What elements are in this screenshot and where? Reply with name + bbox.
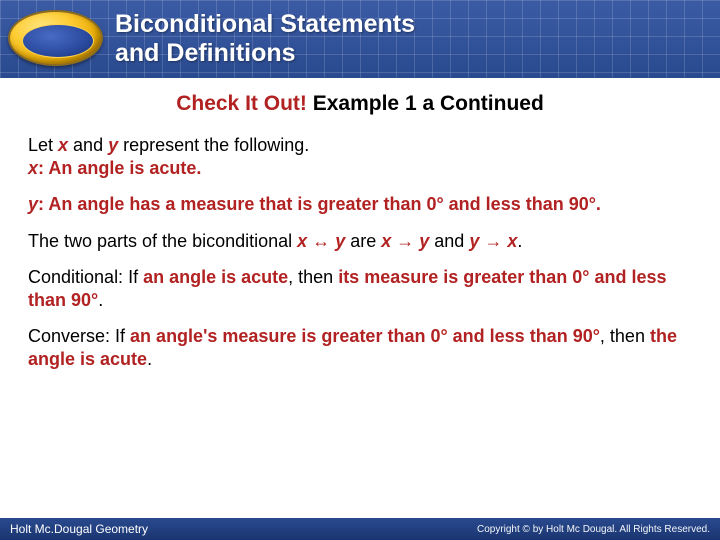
hypothesis: an angle is acute [143,267,288,287]
para-converse: Converse: If an angle's measure is great… [28,325,692,370]
implies-symbol: → [479,231,507,251]
text: Let [28,135,58,155]
hypothesis: an angle's measure is greater than 0° an… [130,326,600,346]
text: Converse: If [28,326,130,346]
text: represent the following. [118,135,309,155]
subheader-black: Example 1 a Continued [307,92,544,115]
var-x: x [58,135,68,155]
title-line-2: and Definitions [115,39,296,67]
para-let-xy: Let x and y represent the following. x: … [28,134,692,179]
text: . [147,349,152,369]
text: . [98,290,103,310]
example-subheader: Check It Out! Example 1 a Continued [0,92,720,116]
var-y: y [108,135,118,155]
title-line-1: Biconditional Statements [115,10,415,38]
text: , then [600,326,650,346]
x-definition: : An angle is acute. [38,158,201,178]
text: The two parts of the biconditional [28,231,297,251]
footer-book-title: Holt Mc.Dougal Geometry [10,522,148,536]
slide-header: Biconditional Statements and Definitions [0,0,720,78]
text: , then [288,267,338,287]
slide-content: Let x and y represent the following. x: … [0,116,720,370]
y-definition: : An angle has a measure that is greater… [38,194,601,214]
var-y: y [469,231,479,251]
text: Conditional: If [28,267,143,287]
iff-symbol: ↔ [307,231,335,251]
var-y-label: y [28,194,38,214]
var-x: x [297,231,307,251]
para-biconditional-parts: The two parts of the biconditional x ↔ y… [28,230,692,253]
slide-footer: Holt Mc.Dougal Geometry Copyright © by H… [0,518,720,540]
var-x-label: x [28,158,38,178]
text: . [517,231,522,251]
text: and [68,135,108,155]
subheader-red: Check It Out! [176,92,307,115]
implies-symbol: → [391,231,419,251]
var-y: y [419,231,429,251]
var-x: x [381,231,391,251]
text: are [345,231,381,251]
var-x: x [507,231,517,251]
chapter-badge-icon [8,10,103,66]
para-y-definition: y: An angle has a measure that is greate… [28,193,692,216]
var-y: y [335,231,345,251]
footer-copyright: Copyright © by Holt Mc Dougal. All Right… [477,524,710,535]
para-conditional: Conditional: If an angle is acute, then … [28,266,692,311]
lesson-title: Biconditional Statements and Definitions [115,10,415,68]
text: and [429,231,469,251]
